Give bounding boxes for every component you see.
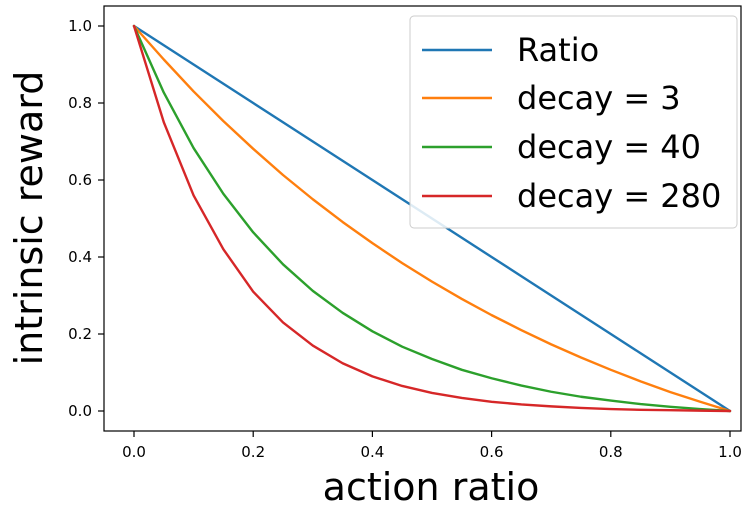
y-tick-label: 0.2	[68, 325, 92, 343]
y-tick-label: 1.0	[68, 17, 92, 35]
y-tick-label: 0.6	[68, 171, 92, 189]
legend-label: decay = 40	[517, 128, 701, 166]
y-axis-title: intrinsic reward	[7, 71, 51, 366]
y-tick-label: 0.8	[68, 94, 92, 112]
x-tick-label: 0.6	[480, 443, 504, 461]
x-tick-label: 0.2	[241, 443, 265, 461]
x-axis-title: action ratio	[323, 465, 540, 508]
x-tick-label: 0.8	[599, 443, 623, 461]
x-tick-label: 0.4	[360, 443, 384, 461]
y-axis: 0.0 0.2 0.4 0.6 0.8 1.0	[68, 17, 104, 420]
x-axis: 0.0 0.2 0.4 0.6 0.8 1.0	[122, 431, 742, 461]
legend: Ratio decay = 3 decay = 40 decay = 280	[410, 16, 737, 228]
y-tick-label: 0.0	[68, 402, 92, 420]
legend-label: decay = 280	[517, 177, 721, 215]
y-tick-label: 0.4	[68, 248, 92, 266]
x-tick-label: 1.0	[718, 443, 742, 461]
legend-label: Ratio	[517, 31, 599, 69]
x-tick-label: 0.0	[122, 443, 146, 461]
legend-label: decay = 3	[517, 79, 681, 117]
